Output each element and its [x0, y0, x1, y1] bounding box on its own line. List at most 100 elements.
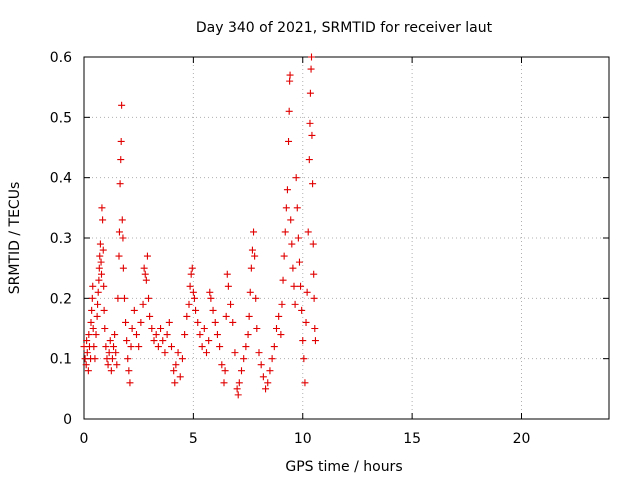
data-point [100, 282, 108, 290]
data-point [98, 270, 105, 278]
y-tick-label: 0.5 [50, 110, 72, 126]
data-point [222, 312, 230, 320]
data-point [159, 337, 167, 345]
data-point [130, 306, 138, 314]
data-point [105, 349, 113, 357]
data-point [119, 234, 127, 242]
data-point [308, 53, 315, 61]
data-point [295, 258, 303, 266]
data-point [305, 156, 313, 164]
data-point [231, 349, 239, 357]
data-point [262, 385, 270, 393]
data-point [281, 228, 289, 236]
data-point [94, 288, 102, 296]
data-point [244, 331, 252, 339]
data-point [301, 379, 309, 387]
data-point [302, 318, 310, 326]
y-tick-label: 0 [63, 412, 72, 428]
data-point [137, 318, 145, 326]
x-tick-label: 20 [513, 431, 531, 447]
y-tick-label: 0.2 [50, 291, 72, 307]
data-point [220, 379, 228, 387]
data-point [310, 294, 318, 302]
data-point [143, 252, 151, 260]
data-point [96, 252, 104, 260]
data-point [294, 234, 302, 242]
data-point [168, 343, 175, 351]
data-point [172, 361, 180, 369]
data-point [257, 361, 265, 369]
data-point [100, 306, 108, 314]
data-point [87, 318, 95, 326]
data-point [90, 343, 98, 351]
data-point [95, 264, 103, 272]
data-point [93, 312, 101, 320]
data-point [118, 101, 126, 109]
data-point [127, 343, 135, 351]
data-point [275, 312, 283, 320]
data-point [92, 331, 100, 339]
data-point [233, 385, 241, 393]
data-point [298, 306, 306, 314]
grid [84, 57, 609, 419]
data-point [285, 137, 293, 145]
data-point [141, 270, 149, 278]
data-point [194, 318, 202, 326]
data-point [112, 349, 120, 357]
data-point [203, 349, 210, 357]
data-point [116, 180, 124, 188]
data-point [200, 325, 208, 332]
data-point [280, 252, 288, 260]
data-point [221, 367, 229, 375]
data-point [278, 300, 286, 308]
data-point [89, 282, 97, 290]
data-point [124, 355, 132, 363]
data-point [283, 186, 291, 194]
data-point [152, 331, 160, 339]
data-point [148, 325, 156, 332]
data-point [89, 325, 97, 332]
data-point [83, 349, 91, 357]
data-point [106, 337, 114, 345]
data-point [146, 312, 154, 320]
data-point [227, 300, 235, 308]
data-points [80, 53, 319, 399]
data-point [311, 337, 319, 345]
data-point [82, 361, 90, 369]
data-point [84, 367, 92, 375]
data-point [157, 325, 165, 332]
data-point [108, 355, 116, 363]
data-point [126, 379, 134, 387]
data-point [234, 391, 242, 399]
data-point [122, 318, 130, 326]
data-point [286, 77, 294, 85]
data-point [300, 355, 308, 363]
data-point [264, 379, 272, 387]
data-point [190, 294, 198, 302]
data-point [289, 264, 297, 272]
data-point [119, 264, 127, 272]
x-tick-label: 15 [403, 431, 421, 447]
data-point [216, 343, 224, 351]
data-point [140, 264, 148, 272]
data-point [223, 270, 231, 278]
data-point [259, 373, 267, 381]
data-point [286, 71, 294, 79]
data-point [165, 318, 173, 326]
data-point [101, 325, 109, 332]
data-point [308, 131, 316, 139]
data-point [85, 331, 93, 339]
data-point [142, 276, 150, 284]
data-point [288, 240, 296, 248]
y-tick-label: 0.1 [50, 352, 72, 368]
data-point [290, 282, 298, 290]
data-point [304, 228, 312, 236]
x-axis-label: GPS time / hours [285, 459, 402, 475]
data-point [270, 343, 278, 351]
data-point [185, 300, 193, 308]
data-point [240, 355, 248, 363]
data-point [154, 343, 162, 351]
data-point [218, 361, 226, 369]
data-point [297, 282, 305, 290]
